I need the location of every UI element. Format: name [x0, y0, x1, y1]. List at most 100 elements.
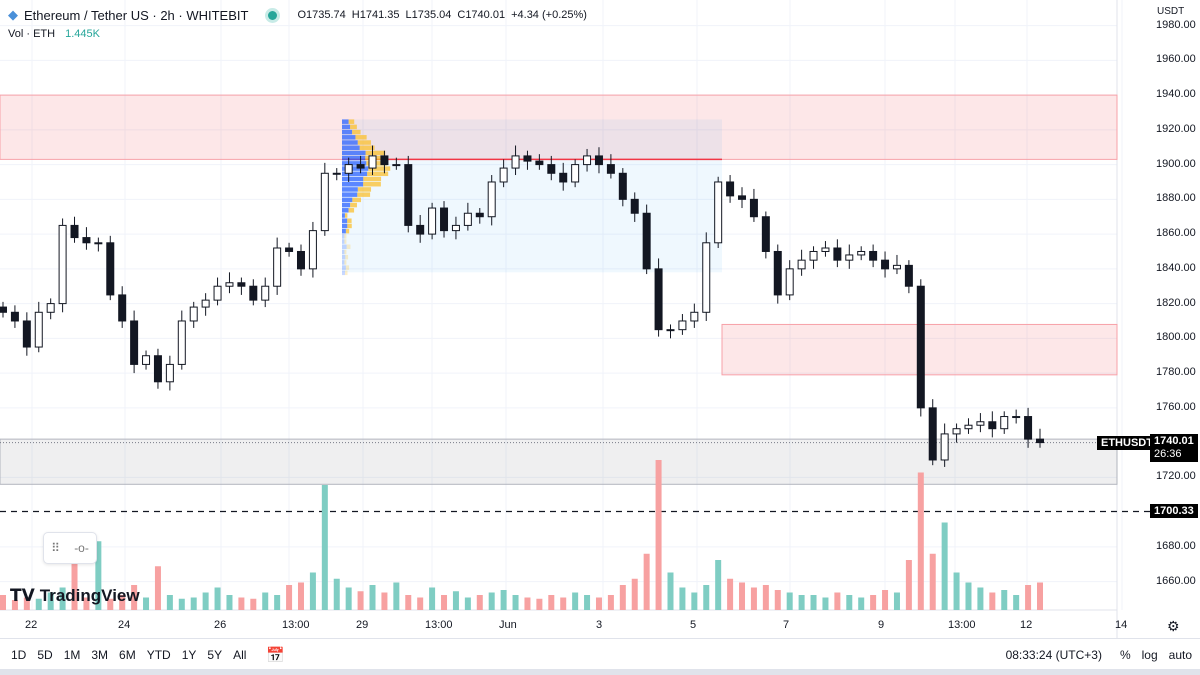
range-5d[interactable]: 5D: [37, 648, 52, 662]
candle-body: [95, 243, 102, 244]
range-1d[interactable]: 1D: [11, 648, 26, 662]
clock[interactable]: 08:33:24 (UTC+3): [1006, 648, 1102, 662]
currency-label[interactable]: USDT: [1157, 6, 1184, 17]
candle-body: [595, 156, 602, 165]
volume-bar: [346, 588, 352, 611]
time-tick: 24: [118, 619, 130, 631]
range-1m[interactable]: 1M: [64, 648, 81, 662]
volume-bar: [393, 583, 399, 611]
level-tag: 1700.33: [1150, 504, 1198, 518]
profile-bar-down: [346, 229, 349, 234]
profile-bar-up: [342, 255, 345, 260]
candle-body: [512, 156, 519, 168]
profile-bar-down: [347, 224, 351, 229]
volume-bar: [715, 560, 721, 610]
candle-body: [488, 182, 495, 217]
profile-bar-up: [342, 245, 347, 250]
candle-body: [286, 248, 293, 251]
candle-body: [786, 269, 793, 295]
last-price-tag: 1740.01 26:36: [1150, 434, 1198, 462]
volume-bar: [667, 573, 673, 611]
range-ytd[interactable]: YTD: [147, 648, 171, 662]
volume-bar: [811, 595, 817, 610]
price-chart[interactable]: [0, 0, 1200, 638]
candle-body: [202, 300, 209, 307]
tradingview-logo[interactable]: 𝗧𝗩 TradingView: [10, 586, 140, 606]
volume-bar: [536, 599, 542, 610]
market-status-icon: [268, 11, 277, 20]
price-tick: 1900.00: [1156, 158, 1196, 170]
volume-bar: [1025, 585, 1031, 610]
range-1y[interactable]: 1Y: [182, 648, 197, 662]
profile-bar-down: [344, 234, 346, 239]
volume-bar: [155, 566, 161, 610]
candle-body: [143, 356, 150, 365]
candle-body: [739, 196, 746, 199]
profile-bar-down: [363, 182, 381, 187]
price-tick: 1660.00: [1156, 575, 1196, 587]
candle-body: [798, 260, 805, 269]
candle-body: [905, 265, 912, 286]
candle-body: [929, 408, 936, 460]
volume-bar: [215, 588, 221, 611]
price-tick: 1860.00: [1156, 227, 1196, 239]
volume-bar: [775, 590, 781, 610]
volume-bar: [727, 579, 733, 610]
profile-bar-up: [342, 239, 344, 244]
profile-bar-down: [350, 125, 357, 130]
price-tick: 1720.00: [1156, 470, 1196, 482]
profile-bar-down: [357, 192, 370, 197]
volume-bar: [739, 583, 745, 611]
ohlc-high: H1741.35: [352, 9, 400, 21]
range-3m[interactable]: 3M: [91, 648, 108, 662]
volume-bar: [691, 593, 697, 611]
price-tick: 1980.00: [1156, 19, 1196, 31]
profile-bar-up: [342, 260, 344, 265]
candle-body: [262, 286, 269, 300]
symbol-title[interactable]: Ethereum / Tether US · 2h · WHITEBIT: [24, 8, 248, 23]
time-tick: 5: [690, 619, 696, 631]
range-6m[interactable]: 6M: [119, 648, 136, 662]
eth-logo-icon: ◆: [8, 7, 18, 23]
candle-body: [441, 208, 448, 231]
profile-bar-up: [342, 271, 345, 276]
log-toggle[interactable]: log: [1142, 648, 1158, 662]
volume-bar: [846, 595, 852, 610]
range-5y[interactable]: 5Y: [207, 648, 222, 662]
volume-bar: [1037, 583, 1043, 611]
profile-bar-down: [344, 239, 346, 244]
volume-bar: [572, 593, 578, 611]
goto-date-icon[interactable]: 📅: [266, 646, 285, 664]
profile-bar-up: [342, 145, 360, 150]
candle-body: [1001, 417, 1008, 429]
volume-bar: [465, 598, 471, 611]
time-tick: 3: [596, 619, 602, 631]
profile-bar-down: [363, 177, 381, 182]
profile-bar-down: [355, 135, 366, 140]
profile-bar-up: [342, 177, 363, 182]
profile-bar-up: [342, 192, 357, 197]
tv-logo-icon: 𝗧𝗩: [10, 586, 35, 606]
profile-bar-down: [344, 250, 346, 255]
volume-bar: [751, 588, 757, 611]
candle-body: [369, 156, 376, 168]
settings-gear-icon[interactable]: ⚙: [1167, 618, 1180, 635]
candle-body: [154, 356, 161, 382]
auto-toggle[interactable]: auto: [1169, 648, 1192, 662]
volume-bar: [203, 593, 209, 611]
drag-handle-icon[interactable]: ⠿: [51, 541, 60, 555]
profile-bar-down: [349, 208, 354, 213]
volume-bar: [894, 593, 900, 611]
candle-body: [965, 425, 972, 428]
candle-body: [345, 165, 352, 174]
volume-bar: [370, 585, 376, 610]
volume-bar: [620, 585, 626, 610]
range-all[interactable]: All: [233, 648, 246, 662]
candle-body: [524, 156, 531, 161]
percent-toggle[interactable]: %: [1120, 648, 1131, 662]
line-tool-icon[interactable]: -o-: [74, 541, 89, 555]
candle-body: [870, 251, 877, 260]
volume-bar: [191, 598, 197, 611]
volume-label: Vol · ETH: [8, 28, 55, 40]
drawing-toolbar[interactable]: ⠿ -o-: [43, 532, 97, 564]
